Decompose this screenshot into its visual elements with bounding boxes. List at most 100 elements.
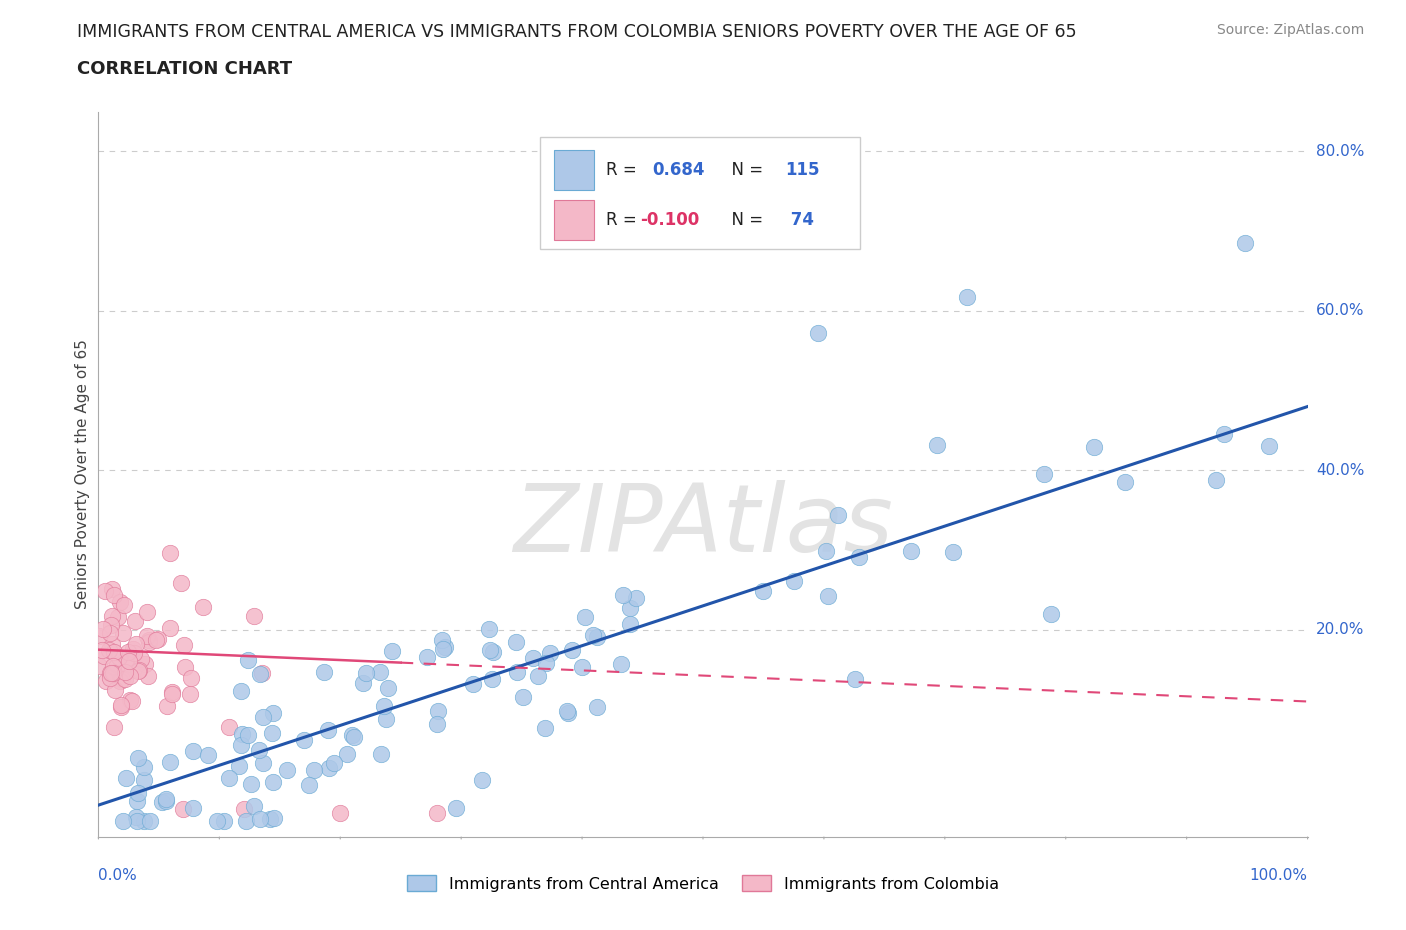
Point xyxy=(218,771,240,786)
Point xyxy=(426,805,449,820)
Point xyxy=(368,664,391,679)
Point xyxy=(817,589,839,604)
Point xyxy=(114,671,136,686)
Point xyxy=(1083,440,1105,455)
Text: 20.0%: 20.0% xyxy=(1316,622,1364,637)
Point xyxy=(127,751,149,765)
Point xyxy=(249,667,271,682)
Point xyxy=(538,645,561,660)
Point xyxy=(93,583,115,598)
Point xyxy=(103,666,125,681)
Point xyxy=(104,683,127,698)
Point xyxy=(124,614,146,629)
Point xyxy=(110,699,132,714)
Point xyxy=(173,659,195,674)
Point xyxy=(145,632,167,647)
Point xyxy=(107,609,129,624)
Point xyxy=(807,326,830,340)
Point xyxy=(162,687,184,702)
Point xyxy=(374,711,396,726)
Text: 74: 74 xyxy=(785,211,814,230)
Point xyxy=(610,657,633,671)
Point xyxy=(340,727,363,742)
Text: CORRELATION CHART: CORRELATION CHART xyxy=(77,60,292,78)
Point xyxy=(98,643,121,658)
Point xyxy=(132,814,155,829)
Point xyxy=(343,730,366,745)
Point xyxy=(150,794,173,809)
Point xyxy=(941,544,963,559)
Point xyxy=(146,631,169,646)
Point xyxy=(354,666,377,681)
Text: N =: N = xyxy=(721,211,769,230)
Point xyxy=(479,643,502,658)
Text: 60.0%: 60.0% xyxy=(1316,303,1364,318)
Point xyxy=(159,755,181,770)
Point xyxy=(93,648,115,663)
Point xyxy=(96,673,118,688)
Point xyxy=(242,608,264,623)
Point xyxy=(134,657,156,671)
Point xyxy=(243,799,266,814)
Point xyxy=(827,508,849,523)
Text: 0.684: 0.684 xyxy=(652,161,704,179)
Point xyxy=(900,543,922,558)
Point xyxy=(180,671,202,686)
FancyBboxPatch shape xyxy=(540,137,860,249)
Point xyxy=(122,642,145,657)
Text: R =: R = xyxy=(606,211,643,230)
Point xyxy=(336,747,359,762)
Point xyxy=(218,720,240,735)
Point xyxy=(526,669,548,684)
Text: R =: R = xyxy=(606,161,643,179)
Point xyxy=(481,671,503,686)
Point xyxy=(370,746,392,761)
Point xyxy=(101,659,124,674)
Point xyxy=(416,649,439,664)
Point xyxy=(101,665,124,680)
Point xyxy=(815,544,838,559)
Point xyxy=(1213,427,1236,442)
Y-axis label: Seniors Poverty Over the Age of 65: Seniors Poverty Over the Age of 65 xyxy=(75,339,90,609)
Point xyxy=(752,583,775,598)
Point xyxy=(249,812,271,827)
Point xyxy=(1114,474,1136,489)
Point xyxy=(329,805,352,820)
Point xyxy=(181,743,204,758)
Point xyxy=(262,706,284,721)
Point xyxy=(139,814,162,829)
Point xyxy=(125,636,148,651)
Point xyxy=(576,196,599,211)
Point xyxy=(212,814,235,829)
Point xyxy=(844,672,866,687)
Point xyxy=(156,698,179,713)
Point xyxy=(136,669,159,684)
Point xyxy=(138,632,160,647)
Point xyxy=(236,727,259,742)
Point xyxy=(135,604,157,619)
Text: 0.0%: 0.0% xyxy=(98,868,138,883)
Point xyxy=(247,743,270,758)
Point xyxy=(197,748,219,763)
Point xyxy=(582,628,605,643)
Text: N =: N = xyxy=(721,161,769,179)
Legend: Immigrants from Central America, Immigrants from Colombia: Immigrants from Central America, Immigra… xyxy=(401,869,1005,898)
Point xyxy=(112,597,135,612)
Point xyxy=(127,814,149,829)
Point xyxy=(925,438,948,453)
Point xyxy=(955,289,977,304)
Point xyxy=(103,720,125,735)
Point xyxy=(100,618,122,632)
Point xyxy=(172,802,194,817)
Text: 80.0%: 80.0% xyxy=(1316,144,1364,159)
Point xyxy=(232,802,254,817)
Point xyxy=(127,793,149,808)
Point xyxy=(103,588,125,603)
Point xyxy=(260,725,283,740)
Point xyxy=(90,643,112,658)
Point xyxy=(298,777,321,792)
Point xyxy=(624,591,647,605)
Point xyxy=(586,700,609,715)
Point xyxy=(108,674,131,689)
Point xyxy=(91,621,114,636)
